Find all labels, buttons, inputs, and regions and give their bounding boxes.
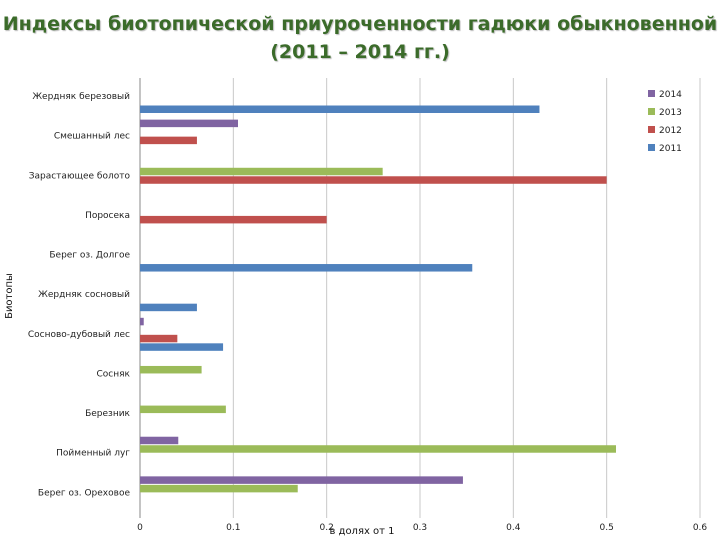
x-axis-label: в долях от 1 (329, 526, 394, 537)
chart-title-line-2: (2011 – 2014 гг.) (270, 41, 450, 63)
bar-2012 (140, 136, 197, 145)
legend-label-2011: 2011 (659, 144, 682, 154)
category-label: Зарастающее болото (29, 171, 131, 181)
bar-2014 (140, 119, 238, 128)
bar-2011 (140, 303, 197, 312)
bar-2013 (140, 445, 616, 453)
legend-swatch-2012 (648, 126, 655, 133)
bar-2012 (140, 334, 178, 343)
legend-label-2014: 2014 (659, 90, 682, 100)
bar-2012 (140, 215, 327, 224)
x-tick-label: 0.5 (600, 523, 614, 533)
x-tick-label: 0.6 (693, 523, 708, 533)
category-label: Смешанный лес (54, 132, 130, 142)
bar-2013 (140, 484, 298, 493)
bar-2014 (140, 436, 179, 445)
category-label: Берег оз. Долгое (49, 251, 130, 261)
bar-2014 (140, 317, 144, 326)
x-tick-label: 0.1 (226, 523, 240, 533)
category-label: Жердняк сосновый (38, 290, 130, 300)
category-label: Жердняк березовый (32, 92, 130, 102)
category-label: Поросека (85, 211, 130, 221)
category-label: Берег оз. Ореховое (38, 488, 131, 498)
x-tick-label: 0 (137, 523, 143, 533)
y-axis-label: Биотопы (4, 273, 15, 319)
category-label: Пойменный луг (56, 449, 130, 459)
chart-title-line-1: Индексы биотопической приуроченности гад… (2, 13, 718, 35)
legend-swatch-2013 (648, 108, 655, 115)
chart-title: Индексы биотопической приуроченности гад… (0, 10, 720, 66)
x-tick-label: 0.2 (320, 523, 334, 533)
bar-2014 (140, 476, 463, 484)
x-tick-label: 0.4 (506, 523, 521, 533)
legend-swatch-2011 (648, 144, 655, 151)
bar-2011 (140, 264, 473, 272)
bar-2013 (140, 405, 226, 414)
bar-2013 (140, 365, 202, 374)
bar-2012 (140, 176, 607, 184)
category-label: Березник (85, 409, 130, 419)
legend-swatch-2014 (648, 90, 655, 97)
bar-2011 (140, 105, 540, 113)
bar-2013 (140, 167, 383, 176)
legend-label-2012: 2012 (659, 126, 682, 136)
x-tick-label: 0.3 (413, 523, 427, 533)
category-label: Сосняк (97, 369, 131, 379)
category-label: Сосново-дубовый лес (28, 330, 130, 340)
bar-2011 (140, 343, 224, 351)
legend-label-2013: 2013 (659, 108, 682, 118)
